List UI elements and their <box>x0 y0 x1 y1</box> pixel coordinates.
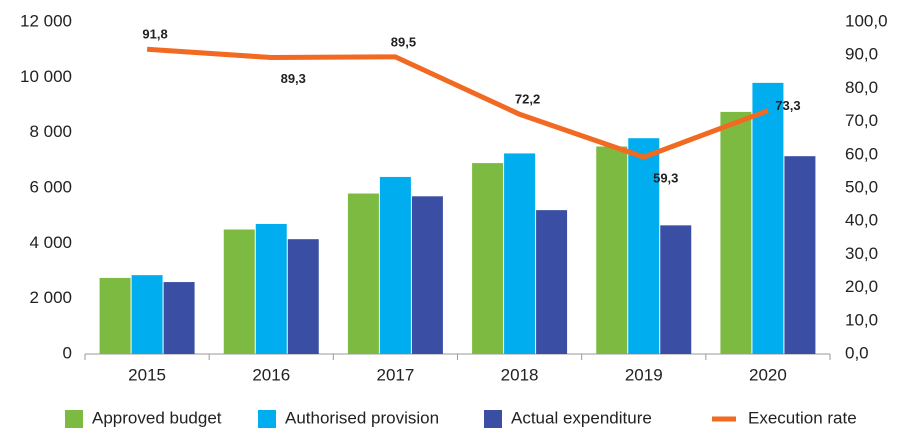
line <box>146 46 769 160</box>
data-label: 89,3 <box>281 71 306 86</box>
y-tick-label: 6 000 <box>29 177 72 196</box>
bar <box>752 82 784 354</box>
y2-tick-label: 20,0 <box>845 277 878 296</box>
y-tick-label: 2 000 <box>29 288 72 307</box>
bar <box>596 146 628 354</box>
y-tick-label: 8 000 <box>29 122 72 141</box>
bar <box>287 239 319 354</box>
data-label: 59,3 <box>653 171 678 186</box>
legend-label: Execution rate <box>748 408 857 427</box>
bar <box>255 223 287 354</box>
y2-tick-label: 10,0 <box>845 310 878 329</box>
bar <box>504 153 536 354</box>
y2-tick-label: 80,0 <box>845 78 878 97</box>
y2-tick-label: 30,0 <box>845 244 878 263</box>
bar <box>223 229 255 354</box>
legend-swatch <box>484 410 502 428</box>
legend-label: Approved budget <box>92 408 222 427</box>
bar <box>347 193 379 354</box>
y2-tick-label: 40,0 <box>845 211 878 230</box>
legend-label: Authorised provision <box>285 408 439 427</box>
x-tick-label: 2015 <box>128 365 166 384</box>
legend-label: Actual expenditure <box>511 408 652 427</box>
y2-tick-label: 50,0 <box>845 177 878 196</box>
x-tick-label: 2020 <box>749 365 787 384</box>
bar <box>411 196 443 354</box>
bar <box>472 163 504 354</box>
y2-tick-label: 70,0 <box>845 111 878 130</box>
x-tick-label: 2018 <box>501 365 539 384</box>
y-tick-label: 12 000 <box>20 11 72 30</box>
y-tick-label: 10 000 <box>20 67 72 86</box>
legend-swatch <box>258 410 276 428</box>
bar <box>720 111 752 355</box>
x-tick-label: 2019 <box>625 365 663 384</box>
x-tick-label: 2017 <box>377 365 415 384</box>
bar <box>784 156 816 354</box>
bar <box>628 138 660 354</box>
bar <box>99 277 131 354</box>
data-label: 72,2 <box>515 92 540 107</box>
y2-tick-label: 90,0 <box>845 45 878 64</box>
x-tick-label: 2016 <box>252 365 290 384</box>
bar <box>660 225 692 354</box>
bar <box>163 282 195 354</box>
y-tick-label: 0 <box>63 343 72 362</box>
data-label: 73,3 <box>775 98 800 113</box>
y2-tick-label: 0,0 <box>845 343 869 362</box>
bar <box>131 275 163 354</box>
legend-swatch <box>65 410 83 428</box>
y-tick-label: 4 000 <box>29 233 72 252</box>
y2-tick-label: 60,0 <box>845 144 878 163</box>
data-label: 91,8 <box>142 27 167 42</box>
data-label: 89,5 <box>391 34 416 49</box>
bar <box>536 210 568 354</box>
bar <box>379 176 411 354</box>
y2-tick-label: 100,0 <box>845 11 888 30</box>
